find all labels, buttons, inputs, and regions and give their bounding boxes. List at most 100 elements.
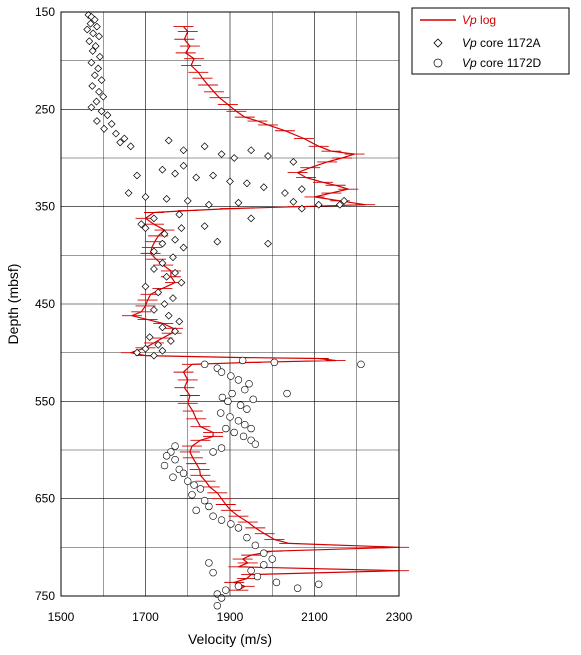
core-1172a-point — [264, 152, 272, 160]
core-1172a-point — [234, 198, 243, 207]
core-1172a-point — [281, 189, 289, 197]
core-1172a-point — [141, 224, 150, 232]
core-1172a-point — [141, 282, 150, 291]
core-1172a-point — [259, 183, 268, 192]
legend-circle-swatch — [433, 58, 443, 68]
core-1172d-point — [243, 405, 251, 413]
core-1172d-point — [209, 448, 217, 456]
x-tick-label: 1900 — [217, 610, 244, 624]
core-1172d-point — [228, 389, 236, 398]
legend-log-prefix: Vp — [462, 13, 477, 27]
core-1172d-point — [260, 561, 268, 569]
core-1172d-point — [217, 368, 226, 376]
core-1172d-point — [249, 395, 257, 404]
core-1172a-point — [289, 157, 298, 166]
y-tick-label: 750 — [35, 589, 55, 603]
core-1172a-point — [217, 150, 226, 159]
core-1172a-point — [116, 138, 125, 147]
core-1172d-point — [162, 452, 171, 460]
x-axis-label: Velocity (m/s) — [188, 631, 272, 647]
y-tick-label: 350 — [35, 200, 55, 214]
x-tick-label: 2300 — [386, 610, 413, 624]
x-tick-label: 1500 — [48, 610, 75, 624]
core-1172a-point — [93, 117, 101, 125]
y-tick-label: 650 — [35, 492, 55, 506]
core-1172a-point — [177, 224, 186, 232]
core-1172a-point — [179, 146, 188, 155]
core-1172a-point — [154, 340, 163, 349]
core-1172a-point — [158, 165, 167, 174]
core-1172a-point — [83, 25, 92, 34]
core-1172d-point — [234, 417, 243, 425]
core-1172a-point — [112, 129, 120, 138]
legend-diamond-swatch — [433, 38, 443, 48]
y-tick-label: 250 — [35, 102, 55, 116]
core-1172a-point — [88, 47, 97, 55]
core-1172a-point — [145, 333, 154, 341]
core-1172d-point — [169, 473, 177, 481]
core-1172a-point — [85, 37, 94, 46]
core-1172a-point — [150, 214, 158, 223]
core-1172d-point — [241, 385, 249, 394]
core-1172a-point — [209, 171, 217, 180]
legend-log-suffix: log — [477, 13, 496, 27]
core-1172a-point — [90, 15, 99, 24]
vp-log-series — [120, 26, 409, 591]
vp-core-1172a-series — [83, 11, 348, 360]
core-1172d-point — [209, 568, 217, 577]
core-1172d-point — [226, 413, 234, 421]
core-1172a-point — [91, 42, 100, 50]
core-1172d-point — [315, 580, 323, 589]
core-1172a-point — [164, 136, 173, 145]
core-1172a-point — [158, 259, 167, 268]
legend-1172a-prefix: Vp — [462, 36, 477, 50]
core-1172a-point — [158, 323, 167, 332]
core-1172a-point — [247, 214, 256, 223]
core-1172a-point — [97, 76, 106, 85]
core-1172d-point — [209, 512, 217, 520]
core-1172d-point — [234, 582, 243, 590]
x-tick-labels: 1500 1700 1900 2100 2300 — [48, 610, 413, 624]
core-1172a-point — [179, 161, 188, 170]
core-1172a-point — [335, 200, 344, 209]
core-1172d-point — [160, 461, 169, 470]
core-1172a-point — [289, 197, 298, 206]
core-1172a-point — [141, 344, 150, 353]
core-1172a-point — [243, 179, 251, 188]
core-1172a-point — [92, 97, 101, 106]
core-1172d-point — [213, 602, 222, 610]
core-1172a-point — [89, 29, 98, 38]
core-1172a-point — [171, 268, 179, 277]
core-1172a-point — [103, 111, 112, 120]
core-1172a-point — [160, 300, 169, 308]
core-1172a-point — [169, 253, 177, 262]
core-1172d-point — [218, 393, 227, 402]
core-1172a-point — [150, 247, 158, 256]
core-1172a-point — [158, 239, 167, 248]
core-1172a-point — [162, 272, 171, 281]
core-1172d-point — [171, 456, 179, 464]
core-1172d-point — [200, 496, 209, 505]
core-1172d-point — [357, 360, 365, 369]
plot-frame — [60, 11, 400, 597]
core-1172a-point — [200, 222, 209, 231]
core-1172a-point — [88, 82, 97, 90]
core-1172d-point — [227, 372, 235, 380]
core-1172d-point — [222, 424, 230, 433]
y-axis-label: Depth (mbsf) — [5, 264, 21, 345]
core-1172d-point — [230, 428, 238, 437]
core-1172d-point — [247, 424, 255, 433]
core-1172a-point — [314, 200, 323, 209]
core-1172d-point — [238, 356, 247, 365]
core-1172a-point — [297, 204, 306, 213]
core-1172d-point — [217, 516, 226, 524]
core-1172a-point — [340, 196, 348, 205]
core-1172d-point — [243, 533, 251, 542]
core-1172a-point — [171, 169, 179, 178]
core-1172d-point — [253, 572, 262, 581]
core-1172d-point — [241, 420, 249, 429]
core-1172a-point — [179, 243, 188, 252]
core-1172a-point — [93, 22, 101, 31]
core-1172a-point — [141, 193, 150, 201]
core-1172a-point — [230, 154, 239, 162]
